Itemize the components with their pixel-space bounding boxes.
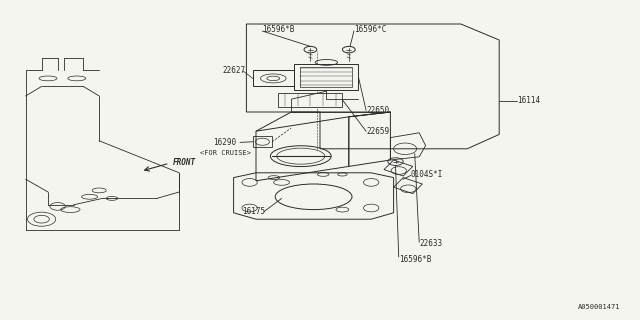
Text: A050001471: A050001471 (579, 304, 621, 310)
Text: 22627: 22627 (223, 66, 246, 75)
Text: 22650: 22650 (366, 106, 389, 115)
Text: 0104S*I: 0104S*I (411, 170, 444, 179)
Text: 16114: 16114 (517, 96, 540, 105)
Text: FRONT: FRONT (173, 158, 196, 167)
Bar (300, 67, 352, 87)
Text: 16290: 16290 (213, 138, 236, 147)
Text: 16596*B: 16596*B (262, 25, 295, 34)
Text: 16175: 16175 (242, 207, 265, 216)
Text: 22633: 22633 (419, 239, 442, 248)
Text: 22659: 22659 (366, 127, 389, 136)
Text: <FOR CRUISE>: <FOR CRUISE> (200, 150, 252, 156)
Text: 16596*C: 16596*C (354, 25, 387, 34)
Text: 16596*B: 16596*B (399, 255, 431, 264)
